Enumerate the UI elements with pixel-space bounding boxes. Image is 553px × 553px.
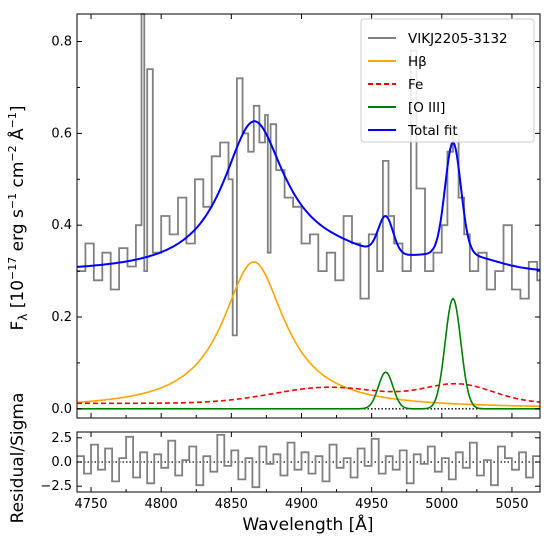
bottom-y-tick-label: −2.5: [40, 479, 72, 494]
legend: VIKJ2205-3132 Hβ Fe [O III] Total fit: [360, 18, 535, 143]
legend-label: [O III]: [408, 100, 445, 116]
ylabel-unit1: erg s: [8, 209, 28, 251]
top-y-tick-label: 0.4: [51, 218, 72, 233]
legend-label: Total fit: [407, 123, 458, 139]
bottom-panel-border: [76, 431, 541, 493]
oiii-series-line: [77, 297, 540, 410]
top-y-tick-label: 0.0: [51, 402, 72, 417]
legend-box: [360, 18, 535, 143]
legend-label: Fe: [408, 77, 423, 93]
x-axis-label: Wavelength [Å]: [242, 513, 373, 535]
hbeta-series-line: [76, 261, 540, 408]
residual-series-line: [77, 434, 540, 489]
bottom-y-axis-label: Residual/Sigma: [8, 393, 28, 524]
bottom-x-ticks: 4750 4800 4850 4900 4950 5000 5050: [74, 432, 528, 512]
top-y-tick-label: 0.2: [51, 310, 72, 325]
ylabel-close: ]: [8, 105, 28, 112]
ylabel-pre: [10: [8, 280, 28, 308]
top-y-tick-label: 0.8: [51, 35, 72, 50]
x-tick-label: 4900: [285, 497, 318, 512]
top-y-axis-label: Fλ [10−17 erg s−1 cm−2 Å−1]: [6, 105, 30, 330]
top-y-tick-label: 0.6: [51, 126, 72, 141]
ylabel-exp2: −1: [6, 193, 19, 209]
ylabel-unit3: Å: [6, 128, 28, 140]
x-tick-label: 5050: [495, 497, 528, 512]
ylabel-exp3: −2: [6, 145, 19, 161]
top-panel-data: [76, 13, 541, 410]
bottom-y-tick-label: 0.0: [51, 455, 72, 470]
bottom-panel-data: [77, 434, 540, 489]
ylabel-exp4: −1: [6, 112, 19, 128]
fe-series-line: [77, 382, 541, 405]
legend-label: VIKJ2205-3132: [408, 31, 508, 47]
total-fit-series-line: [76, 120, 541, 271]
top-y-ticks: 0.0 0.2 0.4 0.6 0.8: [51, 35, 540, 417]
top-panel-border: [76, 13, 541, 419]
ylabel-unit2: cm: [8, 162, 28, 188]
ylabel-base: F: [8, 321, 28, 331]
legend-label: Hβ: [408, 54, 427, 70]
bottom-y-tick-label: 2.5: [51, 431, 72, 446]
bottom-panel: −2.5 0.0 2.5 4750 4800 4850 4900 4950 5000 5050: [40, 431, 541, 512]
ylabel-exp1: −17: [6, 257, 19, 280]
x-tick-label: 4850: [215, 497, 248, 512]
x-tick-label: 4750: [74, 497, 107, 512]
ylabel-sub: λ: [16, 314, 30, 321]
x-tick-label: 4950: [355, 497, 388, 512]
bottom-y-ticks: −2.5 0.0 2.5: [40, 431, 540, 494]
x-tick-label: 5000: [425, 497, 458, 512]
x-tick-label: 4800: [145, 497, 178, 512]
